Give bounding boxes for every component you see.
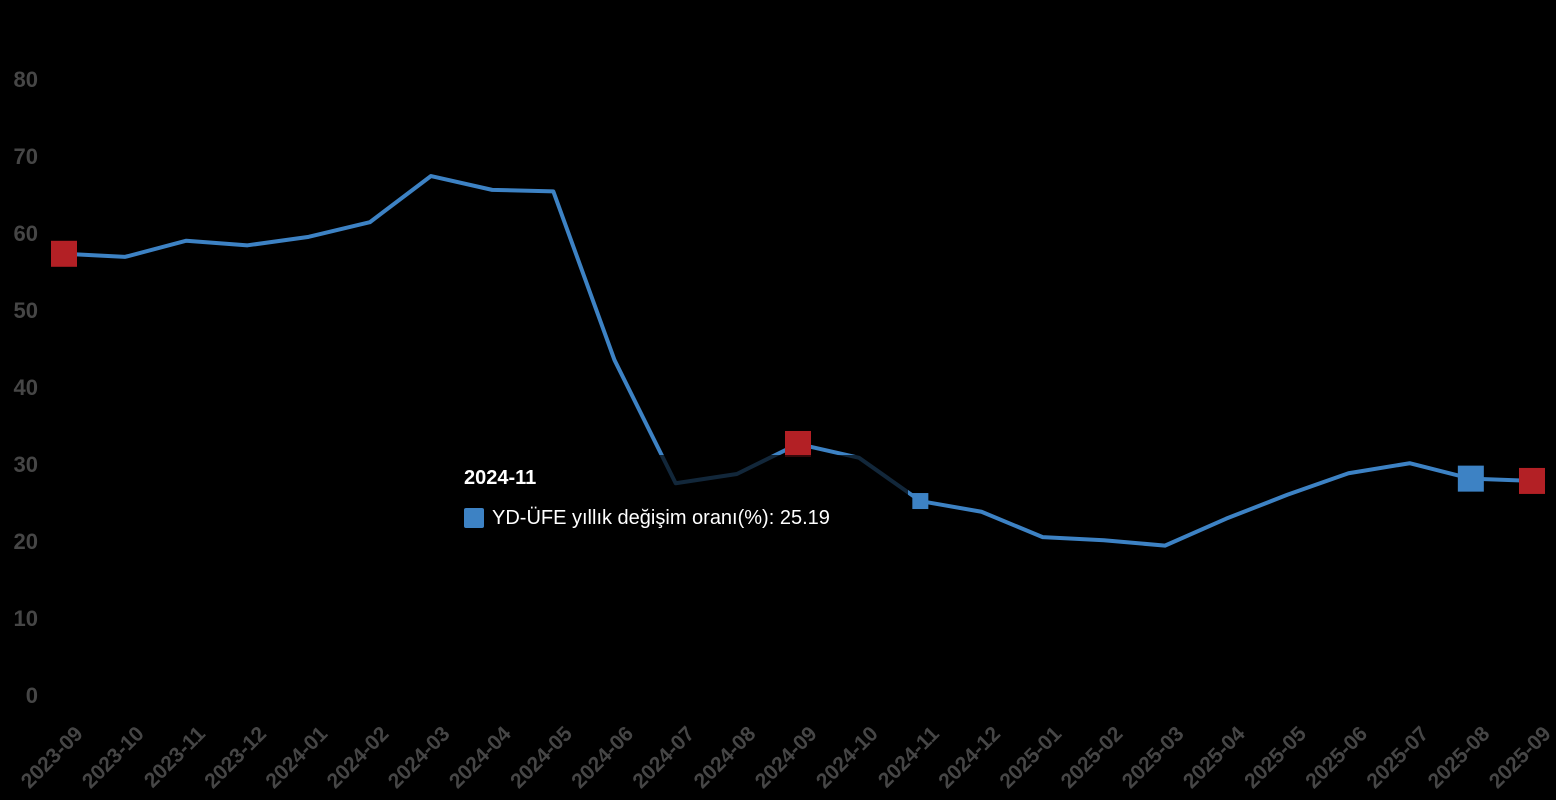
x-axis-tick-label: 2023-10 (78, 722, 149, 793)
data-point-marker-2024-09[interactable] (785, 430, 811, 457)
x-axis-tick-label: 2025-07 (1362, 722, 1433, 793)
x-axis-tick-label: 2024-10 (812, 722, 883, 793)
y-axis-tick-label: 50 (14, 298, 38, 323)
data-point-marker-2025-09[interactable] (1519, 467, 1545, 494)
x-axis-tick-label: 2025-09 (1485, 722, 1556, 793)
x-axis-tick-label: 2024-09 (751, 722, 822, 793)
data-point-marker-2024-11[interactable] (912, 493, 929, 510)
x-axis-tick-label: 2025-08 (1424, 722, 1495, 793)
x-axis-tick-label: 2024-04 (445, 722, 516, 793)
series-line[interactable] (62, 174, 1534, 548)
x-axis-tick-label: 2024-12 (934, 722, 1005, 793)
x-axis-tick-label: 2024-02 (323, 722, 394, 793)
x-axis-tick-label: 2023-09 (17, 722, 88, 793)
y-axis-tick-label: 20 (14, 529, 38, 554)
x-axis-tick-label: 2025-01 (995, 722, 1066, 793)
x-axis-tick-label: 2025-04 (1179, 722, 1250, 793)
x-axis-tick-label: 2024-08 (690, 722, 761, 793)
x-axis-tick-label: 2024-07 (628, 722, 699, 793)
y-axis-tick-label: 40 (14, 375, 38, 400)
y-axis-tick-label: 80 (14, 67, 38, 92)
x-axis-tick-label: 2025-05 (1240, 722, 1311, 793)
data-point-marker-2025-08[interactable] (1457, 465, 1484, 492)
x-axis-tick-label: 2024-11 (874, 722, 944, 792)
y-axis-tick-label: 0 (26, 683, 38, 708)
x-axis-tick-label: 2023-12 (200, 722, 271, 793)
x-axis-tick-label: 2025-06 (1301, 722, 1372, 793)
x-axis-tick-label: 2025-02 (1057, 722, 1128, 793)
y-axis-tick-label: 70 (14, 144, 38, 169)
y-axis-tick-label: 10 (14, 606, 38, 631)
data-point-marker-2023-09[interactable] (51, 240, 77, 267)
y-axis-tick-label: 60 (14, 221, 38, 246)
x-axis-tick-label: 2024-01 (261, 722, 332, 793)
x-axis-tick-label: 2025-03 (1118, 722, 1189, 793)
y-axis-tick-label: 30 (14, 452, 38, 477)
x-axis-tick-label: 2024-06 (567, 722, 638, 793)
x-axis-tick-label: 2023-11 (140, 722, 210, 792)
x-axis-tick-label: 2024-05 (506, 722, 577, 793)
x-axis-tick-label: 2024-03 (384, 722, 455, 793)
